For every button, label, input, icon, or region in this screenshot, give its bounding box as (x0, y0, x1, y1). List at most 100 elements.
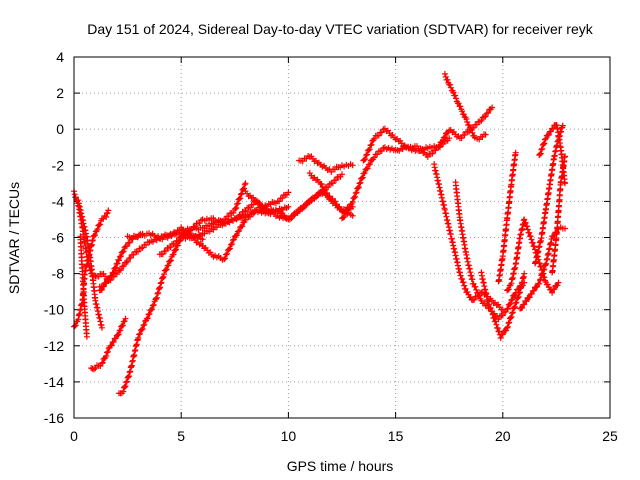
data-point-marker (424, 153, 431, 160)
data-point-marker (135, 335, 142, 341)
data-point-marker (332, 177, 339, 184)
data-point-marker (513, 299, 520, 306)
data-point-marker (172, 240, 179, 247)
data-point-marker (122, 383, 129, 390)
y-tick-label: -6 (52, 230, 65, 246)
series-track-f (96, 230, 146, 294)
data-point-marker (149, 306, 155, 313)
data-point-marker (112, 264, 119, 271)
data-point-marker (507, 314, 514, 321)
data-point-marker (153, 295, 160, 302)
data-point-marker (103, 353, 110, 359)
data-point-marker (464, 289, 471, 295)
data-point-marker (363, 152, 370, 159)
y-tick-label: 0 (56, 121, 64, 137)
data-point-marker (239, 223, 246, 230)
data-point-marker (173, 246, 180, 253)
data-point-marker (528, 236, 535, 243)
data-point-marker (94, 226, 101, 233)
data-point-marker (540, 141, 547, 148)
data-point-marker (536, 280, 543, 287)
data-point-marker (516, 290, 523, 297)
series-track-u (478, 269, 528, 341)
data-point-marker (224, 250, 230, 257)
data-point-marker (276, 198, 283, 205)
data-point-marker (521, 216, 528, 223)
data-point-marker (117, 327, 124, 334)
data-point-marker (499, 331, 506, 338)
data-point-marker (91, 366, 97, 373)
data-point-marker (329, 180, 336, 187)
data-point-marker (544, 281, 551, 288)
data-point-marker (492, 318, 499, 325)
data-point-marker (226, 246, 232, 253)
data-point-marker (355, 184, 362, 191)
data-point-marker (146, 310, 153, 317)
data-point-marker (167, 244, 174, 251)
data-point-marker (447, 81, 454, 88)
series-track-n (296, 153, 356, 175)
data-point-marker (371, 135, 378, 142)
x-tick-label: 20 (495, 428, 511, 444)
data-point-marker (226, 245, 233, 252)
data-point-marker (482, 113, 489, 120)
data-point-marker (539, 271, 546, 278)
data-point-marker (527, 233, 534, 240)
data-point-marker (233, 232, 240, 239)
data-point-marker (508, 313, 515, 320)
x-axis-title: GPS time / hours (287, 458, 394, 474)
data-point-marker (509, 309, 516, 316)
data-point-marker (551, 286, 558, 293)
data-point-marker (99, 283, 106, 290)
data-point-marker (485, 109, 492, 116)
data-point-marker (222, 255, 229, 262)
data-point-marker (458, 135, 465, 142)
series-track-e (88, 315, 129, 373)
data-point-marker (306, 199, 313, 205)
data-point-marker (504, 305, 511, 312)
data-point-marker (234, 201, 241, 207)
data-point-marker (523, 298, 530, 305)
data-point-marker (159, 274, 166, 281)
data-point-marker (531, 243, 538, 250)
data-point-marker (233, 204, 240, 211)
data-point-marker (505, 286, 512, 293)
data-point-marker (364, 151, 370, 158)
data-point-marker (537, 150, 544, 157)
data-point-marker (429, 150, 436, 157)
data-point-marker (144, 315, 151, 322)
series-track-q (360, 104, 496, 164)
data-point-marker (339, 171, 345, 178)
y-tick-label: -16 (44, 410, 64, 426)
data-point-marker (456, 269, 463, 276)
data-point-marker (113, 271, 120, 278)
y-tick-label: -14 (44, 374, 64, 390)
data-point-marker (108, 342, 115, 349)
data-point-marker (365, 147, 372, 153)
data-point-marker (486, 301, 493, 308)
data-point-marker (355, 184, 362, 191)
data-marks (71, 70, 568, 397)
plot-frame (73, 56, 611, 419)
data-point-marker (343, 209, 350, 216)
data-point-marker (130, 251, 137, 258)
data-point-marker (98, 360, 105, 367)
data-point-marker (325, 184, 332, 191)
y-tick-label: -2 (52, 157, 65, 173)
data-point-marker (435, 143, 442, 150)
data-point-marker (362, 156, 369, 162)
data-point-marker (540, 267, 547, 273)
data-point-marker (538, 146, 545, 153)
data-point-marker (512, 149, 519, 156)
data-point-marker (199, 236, 206, 243)
data-point-marker (528, 290, 535, 297)
data-point-marker (511, 303, 518, 310)
data-point-marker (511, 304, 518, 311)
data-point-marker (524, 223, 531, 230)
data-point-marker (441, 134, 448, 140)
data-point-marker (353, 189, 360, 196)
data-point-marker (512, 300, 519, 307)
data-point-marker (126, 239, 133, 246)
data-point-marker (124, 258, 131, 265)
